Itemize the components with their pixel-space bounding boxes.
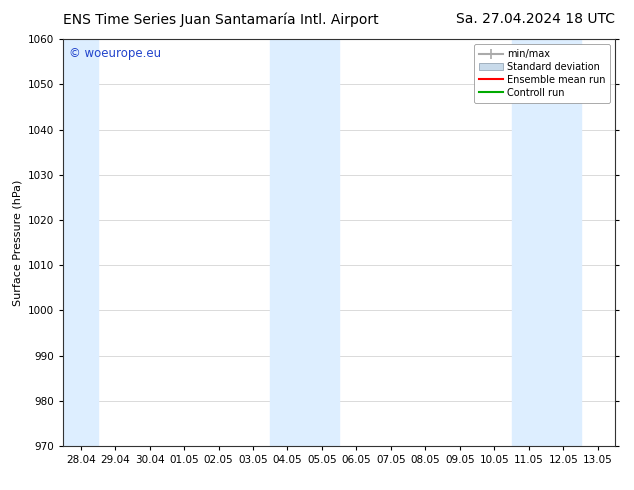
Bar — [512, 39, 581, 446]
Text: ENS Time Series Juan Santamaría Intl. Airport: ENS Time Series Juan Santamaría Intl. Ai… — [63, 12, 379, 27]
Bar — [63, 39, 98, 446]
Text: © woeurope.eu: © woeurope.eu — [69, 48, 161, 60]
Text: Sa. 27.04.2024 18 UTC: Sa. 27.04.2024 18 UTC — [456, 12, 615, 26]
Legend: min/max, Standard deviation, Ensemble mean run, Controll run: min/max, Standard deviation, Ensemble me… — [474, 44, 610, 102]
Bar — [270, 39, 339, 446]
Y-axis label: Surface Pressure (hPa): Surface Pressure (hPa) — [13, 179, 23, 306]
